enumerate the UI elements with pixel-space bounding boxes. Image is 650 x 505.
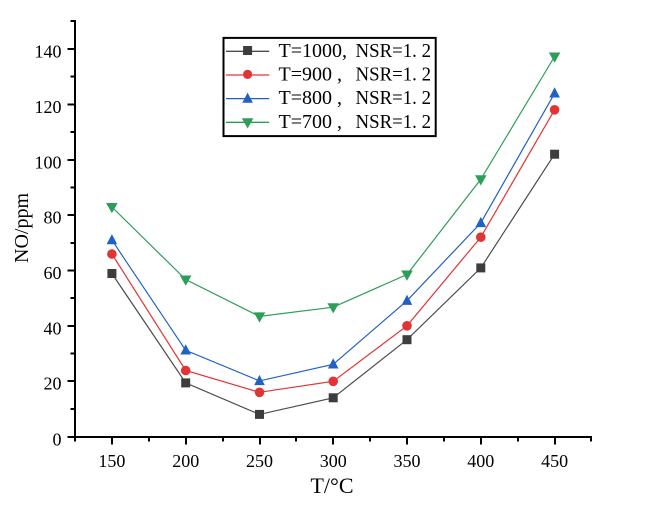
- svg-text:0: 0: [53, 429, 62, 449]
- svg-text:40: 40: [44, 318, 62, 338]
- svg-text:350: 350: [394, 451, 421, 471]
- svg-text:T=800 ,: T=800 ,: [279, 87, 343, 109]
- svg-text:450: 450: [541, 451, 568, 471]
- svg-text:250: 250: [246, 451, 273, 471]
- svg-text:NSR=1. 2: NSR=1. 2: [356, 40, 432, 62]
- svg-text:100: 100: [35, 152, 62, 172]
- svg-text:120: 120: [35, 97, 62, 117]
- svg-text:60: 60: [44, 263, 62, 283]
- svg-text:150: 150: [98, 451, 125, 471]
- svg-text:140: 140: [35, 41, 62, 61]
- svg-text:NO/ppm: NO/ppm: [11, 193, 33, 263]
- svg-text:300: 300: [320, 451, 347, 471]
- svg-text:400: 400: [467, 451, 494, 471]
- svg-text:T=1000,: T=1000,: [279, 40, 348, 62]
- svg-text:T/°C: T/°C: [310, 473, 353, 498]
- svg-text:200: 200: [172, 451, 199, 471]
- svg-text:80: 80: [44, 207, 62, 227]
- svg-text:T=900 ,: T=900 ,: [279, 64, 343, 86]
- svg-text:NSR=1. 2: NSR=1. 2: [356, 87, 432, 109]
- svg-text:NSR=1. 2: NSR=1. 2: [356, 64, 432, 86]
- svg-text:NSR=1. 2: NSR=1. 2: [356, 111, 432, 133]
- svg-text:T=700 ,: T=700 ,: [279, 111, 343, 133]
- svg-text:20: 20: [44, 373, 62, 393]
